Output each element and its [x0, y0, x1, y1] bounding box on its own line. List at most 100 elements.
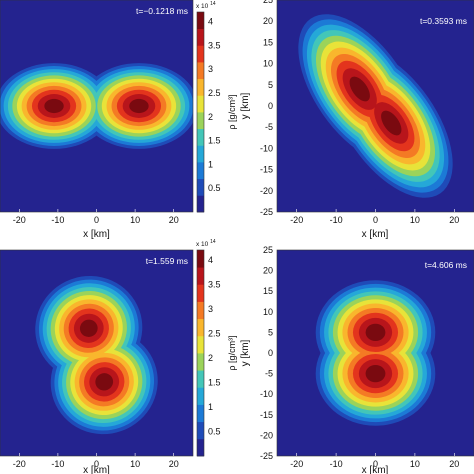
y-ticks: -25 -20 -15 -10 -5 0 5 10 15 20 25: [260, 0, 273, 217]
colorbar-step: [197, 98, 204, 103]
colorbar-step: [197, 162, 204, 166]
colorbar-step: [197, 452, 204, 457]
colorbar-step: [197, 125, 204, 130]
time-label: t=−0.1218 ms: [136, 6, 188, 16]
colorbar-tick-label: 3.5: [208, 279, 221, 289]
colorbar-step: [197, 325, 204, 330]
density-contours: [315, 280, 436, 426]
density-contour-level-11-blob-1: [95, 373, 114, 391]
x-tick-label: 20: [449, 215, 459, 225]
colorbar-step: [197, 274, 204, 278]
colorbar-step: [197, 428, 204, 433]
density-contour-level-11-blob-0: [365, 323, 386, 342]
colorbar-step: [197, 202, 204, 206]
y-tick-label: 25: [263, 0, 273, 5]
colorbar-step: [197, 431, 204, 436]
colorbar-exponent-base: x 10: [196, 3, 209, 10]
colorbar-step: [197, 198, 204, 203]
colorbar-step: [197, 55, 204, 60]
y-tick-label: -10: [260, 143, 273, 153]
colorbar-step: [197, 298, 204, 302]
density-contour-level-11-blob-0: [79, 319, 98, 337]
colorbar-tick-label: 4: [208, 17, 213, 27]
y-ticks: -25 -20 -15 -10 -5 0 5 10 15 20 25: [260, 245, 273, 461]
y-tick-label: -15: [260, 410, 273, 420]
x-tick-label: 0: [94, 215, 99, 225]
colorbar-tick-label: 3: [208, 304, 213, 314]
colorbar-step: [197, 165, 204, 170]
colorbar-step: [197, 404, 204, 409]
colorbar-tick-label: 3: [208, 64, 213, 74]
colorbar-step: [197, 28, 204, 33]
colorbar-step: [197, 390, 204, 395]
y-tick-label: -25: [260, 207, 273, 217]
y-axis-label: y [km]: [240, 92, 251, 119]
x-ticks: -20 -10 0 10 20: [290, 453, 459, 469]
x-tick-label: 10: [410, 215, 420, 225]
colorbar-step: [197, 332, 204, 337]
y-tick-label: -5: [265, 122, 273, 132]
colorbar-step: [197, 62, 204, 66]
colorbar-step: [197, 349, 204, 354]
colorbar-step: [197, 178, 204, 183]
colorbar-step: [197, 148, 204, 153]
colorbar-step: [197, 22, 204, 26]
colorbar-step: [197, 158, 204, 163]
time-label: t=0.3593 ms: [420, 16, 467, 26]
colorbar-step: [197, 38, 204, 43]
y-tick-label: -5: [265, 369, 273, 379]
colorbar-step: [197, 407, 204, 412]
density-contour-level-11-blob-1: [129, 98, 149, 114]
colorbar-step: [197, 294, 204, 299]
colorbar-tick-label: 1: [208, 159, 213, 169]
colorbar-step: [197, 397, 204, 402]
colorbar-step: [197, 263, 204, 268]
colorbar-step: [197, 346, 204, 350]
colorbar-step: [197, 195, 204, 200]
colorbar-step: [197, 45, 204, 50]
colorbar-step: [197, 449, 204, 453]
colorbar-step: [197, 315, 204, 320]
colorbar-step: [197, 152, 204, 156]
panel-t-1-559: t=1.559 ms -20 -10 0 10 20 x [km]: [0, 249, 194, 474]
colorbar-step: [197, 442, 204, 447]
y-tick-label: 25: [263, 245, 273, 255]
colorbar-step: [197, 128, 204, 133]
colorbar-step: [197, 188, 204, 193]
colorbar-step: [197, 15, 204, 20]
x-ticks: -20 -10 0 10 20: [290, 209, 459, 225]
colorbar-step: [197, 32, 204, 36]
colorbar-frame: [196, 249, 205, 457]
colorbar-step: [197, 435, 204, 440]
y-tick-label: 5: [268, 327, 273, 337]
colorbar-step: [197, 12, 204, 16]
x-tick-label: -20: [13, 215, 26, 225]
colorbar-step: [197, 205, 204, 210]
y-tick-label: 20: [263, 266, 273, 276]
density-contours: [298, 14, 453, 198]
y-tick-label: -25: [260, 451, 273, 461]
colorbar-tick-label: 1.5: [208, 136, 221, 146]
density-contour-level-11-blob-0: [349, 76, 370, 102]
colorbar-exponent-base: x 10: [196, 241, 209, 248]
colorbar-step: [197, 115, 204, 120]
colorbar-step: [197, 182, 204, 186]
colorbar-tick-label: 4: [208, 255, 213, 265]
colorbar-step: [197, 88, 204, 93]
colorbar-step: [197, 380, 204, 385]
colorbar-step: [197, 356, 204, 361]
colorbar-step: [197, 102, 204, 106]
colorbar-step: [197, 322, 204, 326]
colorbar-step: [197, 112, 204, 116]
colorbar-scale: [197, 12, 204, 213]
colorbar-step: [197, 18, 204, 23]
x-tick-label: 0: [373, 459, 378, 469]
time-label: t=4.606 ms: [425, 260, 467, 270]
colorbar-step: [197, 58, 204, 63]
colorbar-step: [197, 270, 204, 275]
colorbar-step: [197, 370, 204, 374]
y-tick-label: 15: [263, 37, 273, 47]
colorbar-step: [197, 118, 204, 123]
density-contour-level-11-blob-1: [365, 364, 386, 383]
x-tick-label: 10: [130, 215, 140, 225]
